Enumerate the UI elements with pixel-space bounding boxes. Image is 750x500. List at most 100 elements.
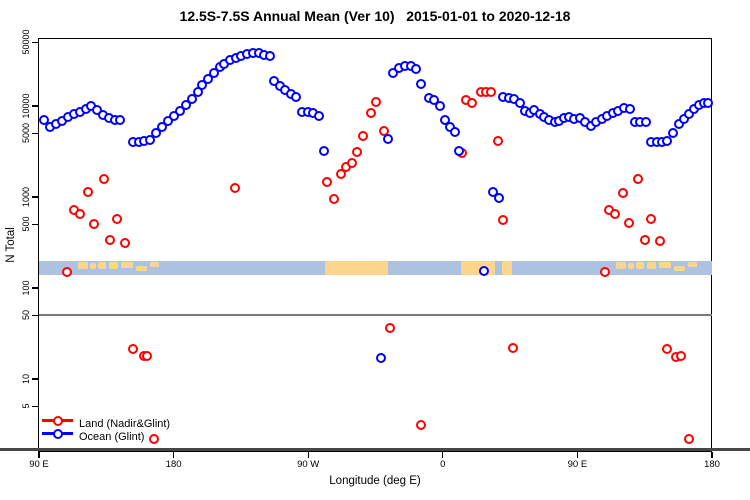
data-point-ocean bbox=[641, 116, 652, 127]
data-point-land bbox=[485, 87, 496, 98]
data-point-ocean bbox=[662, 135, 673, 146]
data-point-land bbox=[141, 350, 152, 361]
data-point-land bbox=[507, 342, 518, 353]
data-point-land bbox=[82, 186, 93, 197]
data-point-land bbox=[98, 173, 109, 184]
y-tick-label: 1000 bbox=[21, 186, 31, 208]
legend: Land (Nadir&Glint) Ocean (Glint) bbox=[42, 414, 170, 443]
chart-title: 12.5S-7.5S Annual Mean (Ver 10) 2015-01-… bbox=[179, 8, 571, 24]
data-point-land bbox=[415, 420, 426, 431]
data-point-ocean bbox=[514, 98, 525, 109]
data-point-land bbox=[624, 217, 635, 228]
data-point-land bbox=[610, 209, 621, 220]
y-tick-mark bbox=[32, 378, 38, 380]
map-band-land-segment bbox=[149, 262, 159, 268]
map-band-land-segment bbox=[136, 265, 147, 272]
legend-item-land: Land (Nadir&Glint) bbox=[42, 414, 170, 430]
map-band-land-segment bbox=[636, 261, 645, 269]
data-point-ocean bbox=[428, 94, 439, 105]
data-point-ocean bbox=[702, 97, 713, 108]
map-band-land-segment bbox=[89, 262, 96, 269]
data-point-ocean bbox=[434, 101, 445, 111]
legend-ocean-circle-symbol bbox=[52, 428, 63, 439]
data-point-ocean bbox=[168, 111, 179, 122]
data-point-land bbox=[655, 235, 666, 246]
y-tick-label: 500 bbox=[21, 216, 31, 232]
data-point-ocean bbox=[114, 114, 125, 125]
map-band-land-segment bbox=[120, 262, 134, 269]
data-point-ocean bbox=[174, 106, 185, 117]
data-point-land bbox=[148, 433, 159, 444]
data-point-land bbox=[600, 266, 611, 277]
x-tick-label: 180 bbox=[704, 459, 720, 470]
map-band-land-segment bbox=[688, 262, 698, 268]
data-point-ocean bbox=[180, 100, 191, 111]
data-point-ocean bbox=[38, 115, 49, 126]
data-point-land bbox=[230, 183, 241, 194]
data-point-land bbox=[74, 209, 85, 220]
y-tick-label: 10 bbox=[21, 373, 31, 385]
data-point-ocean bbox=[487, 186, 498, 197]
x-tick-mark bbox=[307, 452, 309, 458]
map-band-land-segment bbox=[616, 262, 627, 270]
data-point-land bbox=[497, 214, 508, 225]
data-point-ocean bbox=[156, 122, 167, 133]
data-point-ocean bbox=[208, 67, 219, 78]
data-point-ocean bbox=[478, 265, 489, 276]
data-point-ocean bbox=[410, 64, 421, 75]
x-tick-label: 90 W bbox=[297, 459, 320, 470]
data-point-land bbox=[61, 266, 72, 277]
y-axis-label: N Total bbox=[5, 227, 17, 263]
map-band-land-segment bbox=[460, 261, 495, 275]
x-tick-mark bbox=[173, 452, 175, 458]
data-point-ocean bbox=[314, 111, 325, 122]
y-tick-label: 50000 bbox=[21, 29, 31, 55]
y-tick-label: 5 bbox=[21, 403, 31, 409]
reference-line bbox=[39, 314, 712, 317]
data-point-land bbox=[684, 433, 695, 444]
data-point-land bbox=[127, 343, 138, 354]
data-point-land bbox=[633, 174, 644, 185]
x-tick-mark bbox=[711, 452, 713, 458]
map-band-land-segment bbox=[674, 265, 686, 272]
data-point-land bbox=[358, 131, 369, 142]
y-tick-mark bbox=[32, 314, 38, 316]
y-tick-label: 100 bbox=[21, 280, 31, 296]
y-tick-label: 5000 bbox=[21, 123, 31, 144]
y-tick-mark bbox=[32, 223, 38, 225]
map-band-land-segment bbox=[108, 262, 118, 270]
data-point-ocean bbox=[376, 353, 387, 364]
legend-land-circle-symbol bbox=[52, 415, 63, 426]
data-point-ocean bbox=[291, 91, 302, 102]
data-point-land bbox=[492, 135, 503, 146]
map-band-land-segment bbox=[325, 261, 388, 275]
data-point-land bbox=[618, 187, 629, 198]
x-tick-mark bbox=[442, 452, 444, 458]
data-point-ocean bbox=[144, 134, 155, 145]
legend-ocean-label: Ocean (Glint) bbox=[79, 431, 145, 443]
data-point-land bbox=[662, 343, 673, 354]
x-tick-label: 90 E bbox=[567, 459, 588, 470]
x-tick-label: 0 bbox=[440, 459, 446, 470]
data-point-ocean bbox=[186, 94, 197, 105]
data-point-land bbox=[88, 219, 99, 230]
data-point-ocean bbox=[162, 116, 173, 127]
data-point-land bbox=[104, 234, 115, 245]
y-tick-label: 50 bbox=[21, 310, 31, 321]
y-tick-mark bbox=[32, 287, 38, 289]
data-point-land bbox=[385, 323, 395, 334]
plot-frame bbox=[38, 38, 712, 452]
map-band-land-segment bbox=[78, 262, 89, 270]
data-point-ocean bbox=[382, 133, 393, 144]
map-band-land-segment bbox=[628, 262, 635, 269]
data-point-ocean bbox=[625, 104, 636, 115]
map-band-land-segment bbox=[501, 261, 512, 275]
data-point-ocean bbox=[439, 115, 450, 126]
data-point-ocean bbox=[493, 192, 504, 203]
data-point-ocean bbox=[453, 145, 464, 156]
y-tick-mark bbox=[32, 196, 38, 198]
data-point-land bbox=[322, 176, 333, 187]
data-point-land bbox=[370, 96, 381, 107]
